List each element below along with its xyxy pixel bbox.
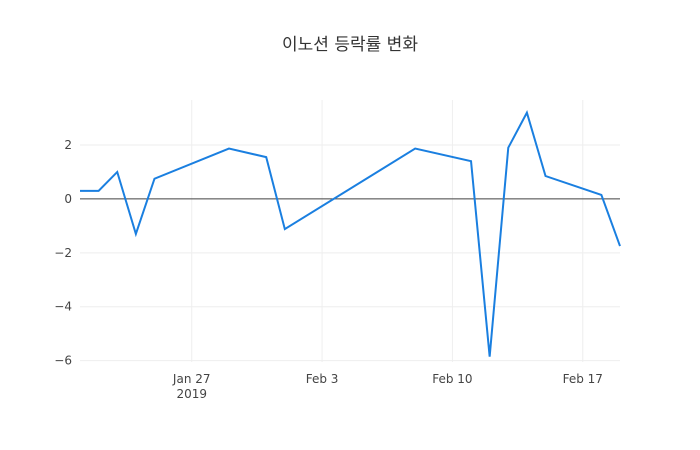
x-tick-label: Feb 3: [306, 372, 339, 386]
y-tick-label: −4: [54, 300, 72, 314]
x-tick-label: Jan 27 2019: [172, 372, 211, 401]
y-tick-label: 2: [64, 138, 72, 152]
y-tick-label: 0: [64, 192, 72, 206]
y-tick-label: −2: [54, 246, 72, 260]
chart-title: 이노션 등락률 변화: [282, 35, 418, 55]
y-tick-label: −6: [54, 354, 72, 368]
x-tick-label: Feb 17: [563, 372, 603, 386]
data-line: [80, 110, 621, 357]
x-tick-label: Feb 10: [432, 372, 472, 386]
